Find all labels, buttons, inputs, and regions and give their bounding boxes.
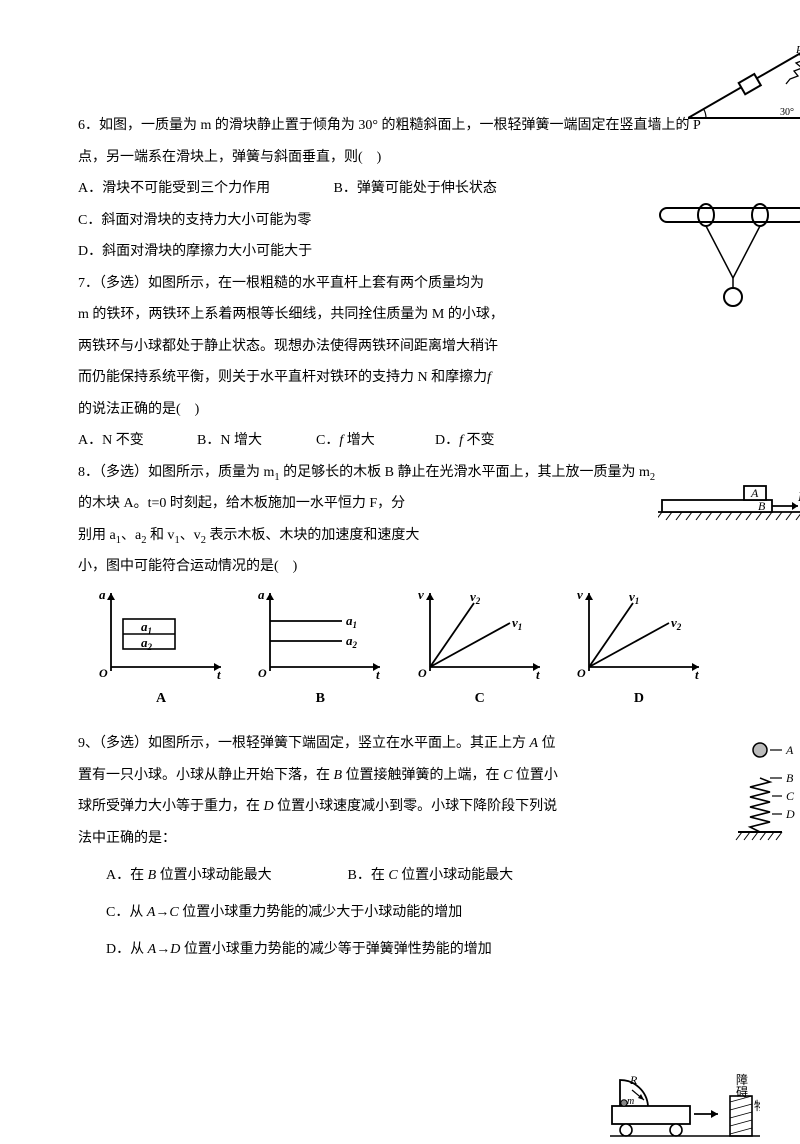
svg-text:a: a	[99, 587, 106, 602]
svg-text:v: v	[577, 587, 583, 602]
q8-chart-C-label: C	[405, 683, 555, 715]
q9-option-A: A．在 B 位置小球动能最大	[106, 860, 344, 892]
q7-option-D: D．f 不变	[435, 425, 554, 457]
q6-stem: 6．如图，一质量为 m 的滑块静止置于倾角为 30° 的粗糙斜面上，一根轻弹簧一…	[78, 110, 722, 173]
q9-option-C: C．从 A→C 位置小球重力势能的减少大于小球动能的增加	[78, 897, 722, 929]
svg-text:v1: v1	[512, 615, 522, 632]
svg-text:C: C	[786, 789, 795, 803]
q8-chart-B-label: B	[245, 683, 395, 715]
q6-options-row1: A．滑块不可能受到三个力作用 B．弹簧可能处于伸长状态	[78, 173, 722, 205]
q9-line4: 法中正确的是：	[78, 823, 722, 855]
q7-line3: 两铁环与小球都处于静止状态。现想办法使得两铁环间距离增大稍许	[78, 331, 722, 363]
figure-q10-cart-barrier: R m 障 碍 物	[610, 1066, 760, 1144]
svg-text:R: R	[629, 1073, 638, 1087]
svg-text:D: D	[785, 807, 795, 821]
q8-chart-B: a t O a1 a2 B	[245, 587, 395, 715]
label-P: P	[795, 44, 800, 56]
svg-text:v1: v1	[629, 589, 639, 606]
figure-q9-spring-vertical: A B C D	[730, 740, 800, 850]
svg-text:v: v	[418, 587, 424, 602]
q8-chart-C: v t O v2 v1 C	[405, 587, 555, 715]
svg-text:O: O	[99, 666, 108, 679]
q6-option-B: B．弹簧可能处于伸长状态	[334, 181, 497, 196]
q9-options-row1: A．在 B 位置小球动能最大 B．在 C 位置小球动能最大	[78, 860, 722, 892]
svg-text:a2: a2	[346, 633, 358, 650]
svg-text:碍: 碍	[736, 1085, 748, 1099]
svg-text:A: A	[785, 743, 794, 757]
svg-text:v2: v2	[671, 615, 682, 632]
svg-text:t: t	[695, 667, 699, 679]
svg-text:O: O	[418, 666, 427, 679]
q8-line4: 小，图中可能符合运动情况的是( )	[78, 551, 722, 583]
q7-line1: 7．（多选）如图所示，在一根粗糙的水平直杆上套有两个质量均为	[78, 268, 722, 300]
svg-text:t: t	[376, 667, 380, 679]
svg-text:B: B	[786, 771, 794, 785]
svg-text:m: m	[627, 1096, 634, 1107]
svg-text:v2: v2	[470, 589, 481, 606]
q8-chart-A: a t O a1 a2 A	[86, 587, 236, 715]
q6-number: 6．	[78, 118, 99, 133]
q7-option-C: C．f 增大	[316, 425, 435, 457]
svg-text:t: t	[217, 667, 221, 679]
svg-text:a1: a1	[346, 613, 357, 630]
svg-text:A: A	[750, 486, 759, 500]
question-9: 9、（多选）如图所示，一根轻弹簧下端固定，竖立在水平面上。其正上方 A 位 置有…	[78, 728, 722, 965]
q8-charts: a t O a1 a2 A a	[78, 587, 722, 715]
q7-option-A: A．N 不变	[78, 425, 197, 457]
svg-text:a2: a2	[141, 635, 153, 652]
q8-line2: 的木块 A。t=0 时刻起，给木板施加一水平恒力 F，分	[78, 488, 722, 520]
q9-options: A．在 B 位置小球动能最大 B．在 C 位置小球动能最大 C．从 A→C 位置…	[78, 860, 722, 966]
q7-number: 7．（多选）	[78, 276, 148, 291]
q8-number: 8．（多选）	[78, 465, 148, 480]
question-7: 7．（多选）如图所示，在一根粗糙的水平直杆上套有两个质量均为 m 的铁环，两铁环…	[78, 268, 722, 457]
svg-text:a1: a1	[141, 619, 152, 636]
q8-line3: 别用 a1、a2 和 v1、v2 表示木板、木块的加速度和速度大	[78, 520, 722, 552]
svg-text:B: B	[758, 499, 766, 513]
q6-option-A: A．滑块不可能受到三个力作用	[78, 173, 330, 205]
q6-option-D: D．斜面对滑块的摩擦力大小可能大于	[78, 236, 722, 268]
q7-option-B: B．N 增大	[197, 425, 316, 457]
q8-chart-A-label: A	[86, 683, 236, 715]
svg-text:O: O	[577, 666, 586, 679]
q9-option-B: B．在 C 位置小球动能最大	[348, 868, 514, 883]
question-6: 6．如图，一质量为 m 的滑块静止置于倾角为 30° 的粗糙斜面上，一根轻弹簧一…	[78, 110, 722, 268]
q8-chart-D-label: D	[564, 683, 714, 715]
q9-line3: 球所受弹力大小等于重力，在 D 位置小球速度减小到零。小球下降阶段下列说	[78, 791, 722, 823]
q9-option-D: D．从 A→D 位置小球重力势能的减少等于弹簧弹性势能的增加	[78, 934, 722, 966]
q8-chart-D: v t O v1 v2 D	[564, 587, 714, 715]
svg-text:物: 物	[754, 1099, 760, 1113]
q6-option-C: C．斜面对滑块的支持力大小可能为零	[78, 205, 722, 237]
svg-text:a: a	[258, 587, 265, 602]
q7-line5: 的说法正确的是( )	[78, 394, 722, 426]
q9-line1: 9、（多选）如图所示，一根轻弹簧下端固定，竖立在水平面上。其正上方 A 位	[78, 728, 722, 760]
q8-line1: 8．（多选）如图所示，质量为 m1 的足够长的木板 B 静止在光滑水平面上，其上…	[78, 457, 722, 489]
svg-text:O: O	[258, 666, 267, 679]
svg-text:t: t	[536, 667, 540, 679]
q7-options: A．N 不变 B．N 增大 C．f 增大 D．f 不变	[78, 425, 722, 457]
question-8: 8．（多选）如图所示，质量为 m1 的足够长的木板 B 静止在光滑水平面上，其上…	[78, 457, 722, 715]
label-30deg: 30°	[780, 107, 794, 118]
q7-line4: 而仍能保持系统平衡，则关于水平直杆对铁环的支持力 N 和摩擦力f	[78, 362, 722, 394]
q9-number: 9、（多选）	[78, 736, 148, 751]
q7-line2: m 的铁环，两铁环上系着两根等长细线，共同拴住质量为 M 的小球，	[78, 299, 722, 331]
q9-line2: 置有一只小球。小球从静止开始下落，在 B 位置接触弹簧的上端，在 C 位置小	[78, 760, 722, 792]
